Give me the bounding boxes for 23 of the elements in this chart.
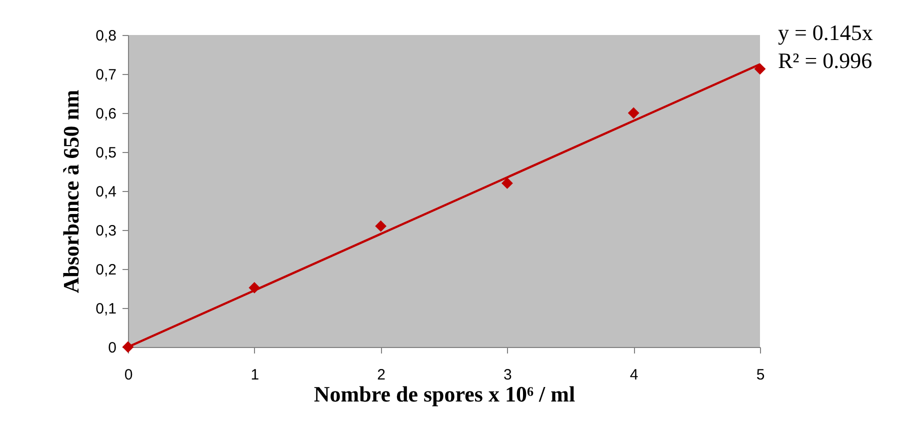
y-axis-title: Absorbance à 650 nm [58,90,84,294]
point [502,178,513,189]
point [628,107,640,119]
x-axis-title: Nombre de spores x 10⁶ / ml [314,382,576,406]
y-tick-label: 0,8 [96,28,116,44]
y-tick-label: 0,4 [96,184,116,200]
y-tick-label: 0,3 [96,222,116,240]
y-tick-label: 0,2 [96,262,116,278]
y-tick-label: 0,5 [96,144,116,162]
y-tick-label: 0 [108,340,116,356]
x-tick-label: 4 [630,366,638,384]
y-tick-label: 0,6 [96,106,116,122]
x-tick-label: 3 [504,366,512,384]
y-tick-label: 0,1 [96,300,116,318]
x-tick-label: 0 [124,366,133,384]
y-tick-label: 0,7 [96,66,116,84]
x-tick-label: 1 [250,366,260,384]
x-tick-label: 5 [756,366,765,384]
text: y = 0.145x [778,20,873,45]
point [375,220,386,232]
point [754,63,766,75]
x-tick-label: 2 [377,366,386,384]
text: R² = 0.996 [778,48,872,73]
